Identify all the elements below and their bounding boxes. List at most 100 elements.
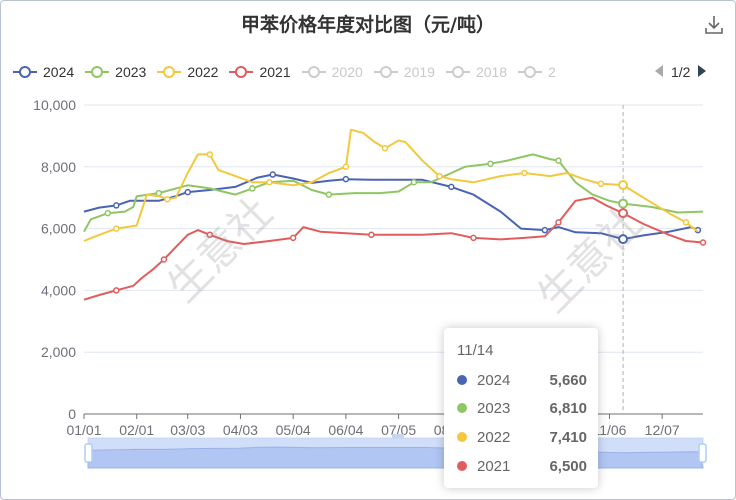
tooltip-date: 11/14: [457, 342, 494, 359]
series-point: [368, 231, 375, 239]
pager-next-icon[interactable]: [697, 64, 707, 81]
crosshair-point: [618, 198, 629, 209]
x-tick-label: 07/05: [381, 422, 416, 438]
crosshair-point: [618, 180, 629, 191]
legend-item-2019[interactable]: 2019: [373, 64, 435, 80]
series-point: [541, 226, 549, 234]
series-line-2021: [83, 196, 704, 301]
legend-pager: 1/2: [654, 62, 707, 82]
y-tick-label: 10,000: [33, 97, 76, 113]
tooltip-value: 7,410: [549, 428, 587, 446]
download-icon[interactable]: [704, 14, 724, 36]
legend-marker-icon: [373, 66, 398, 78]
series-point: [269, 171, 277, 178]
pager-prev-icon[interactable]: [654, 64, 664, 81]
y-tick-label: 4,000: [41, 282, 76, 298]
tooltip-value: 5,660: [549, 371, 587, 389]
x-tick-label: 04/03: [223, 422, 258, 438]
legend-marker-icon: [445, 66, 470, 78]
legend-item-2022[interactable]: 2022: [156, 64, 218, 80]
series-point: [104, 209, 112, 217]
series-point: [113, 202, 120, 209]
chart-title: 甲苯价格年度对比图（元/吨）: [241, 14, 495, 36]
series-point: [206, 151, 214, 158]
legend-label: 2018: [475, 64, 508, 80]
pager-label: 1/2: [671, 64, 691, 80]
series-point: [381, 145, 389, 152]
series-point: [206, 231, 214, 239]
crosshair-point: [618, 234, 629, 245]
crosshair-point: [618, 208, 629, 219]
x-tick-label: 12/07: [645, 422, 680, 438]
legend-label: 2019: [403, 64, 435, 80]
legend-marker-icon: [13, 66, 37, 78]
tooltip-label: 2024: [477, 371, 511, 389]
legend-item-2023[interactable]: 2023: [84, 64, 146, 80]
tooltip-label: 2021: [477, 457, 511, 475]
y-tick-label: 2,000: [41, 344, 76, 360]
y-tick-label: 0: [68, 406, 76, 422]
datazoom-move-handle: [392, 434, 404, 438]
series-point: [266, 179, 273, 186]
legend-label: 2020: [331, 64, 363, 80]
legend-item-2018[interactable]: 2018: [445, 64, 507, 80]
legend-item-2020[interactable]: 2020: [301, 64, 363, 80]
x-tick-label: 02/01: [119, 422, 154, 438]
tooltip-value: 6,810: [549, 399, 587, 417]
series-point: [325, 191, 333, 198]
watermark-text: 生意社: [528, 198, 652, 322]
legend-item-2021[interactable]: 2021: [228, 64, 291, 80]
y-tick-label: 6,000: [41, 221, 76, 237]
series-point: [555, 219, 562, 226]
tooltip-label: 2023: [477, 399, 511, 417]
legend-label: 2024: [43, 64, 75, 80]
series-point: [184, 188, 191, 196]
series-point: [436, 172, 443, 180]
datazoom-selection: [88, 438, 703, 468]
series-point: [448, 183, 455, 191]
series-point: [555, 157, 562, 164]
series-point: [289, 234, 297, 242]
legend-item-2024[interactable]: 2024: [12, 64, 74, 80]
legend-item-2[interactable]: 2: [517, 64, 556, 80]
series-point: [113, 225, 120, 232]
legend-marker-icon: [85, 66, 110, 78]
legend: 2024 2023 2022 2021 2020 2019 2018 2: [12, 62, 566, 82]
legend-label: 2023: [115, 64, 147, 80]
legend-marker-icon: [301, 66, 326, 78]
series-point: [470, 234, 477, 242]
series-point: [682, 219, 690, 226]
datazoom-right-handle[interactable]: [698, 443, 707, 463]
series-point: [699, 239, 707, 246]
tooltip-row-2024: 2024 5,660: [457, 368, 587, 392]
tooltip: 11/14 2024 5,660 2023 6,810 2022 7,410 2…: [444, 328, 598, 488]
x-tick-label: 06/04: [328, 422, 363, 438]
tooltip-row-2023: 2023 6,810: [457, 396, 587, 420]
tooltip-row-2021: 2021 6,500: [457, 454, 587, 478]
x-tick-label: 03/03: [170, 422, 205, 438]
series-point: [410, 179, 418, 186]
legend-marker-icon: [229, 66, 254, 78]
x-tick-label: 01/01: [66, 422, 101, 438]
series-point: [113, 287, 120, 294]
series-point: [597, 180, 605, 188]
legend-label: 2021: [259, 64, 291, 80]
series-point: [342, 175, 350, 183]
series-dot-icon: [457, 375, 467, 385]
series-point: [160, 256, 168, 263]
series-dot-icon: [457, 403, 467, 413]
series-dot-icon: [457, 461, 467, 471]
y-tick-label: 8,000: [41, 159, 76, 175]
legend-label: 2022: [187, 64, 219, 80]
tooltip-label: 2022: [477, 428, 511, 446]
datazoom-left-handle[interactable]: [84, 443, 93, 463]
watermark-text: 生意社: [158, 188, 282, 312]
tooltip-row-2022: 2022 7,410: [457, 425, 587, 449]
series-point: [164, 195, 171, 203]
series-point: [249, 185, 256, 192]
legend-label: 2: [548, 64, 556, 80]
series-point: [521, 169, 528, 177]
legend-marker-icon: [157, 66, 182, 78]
tooltip-value: 6,500: [549, 457, 587, 475]
